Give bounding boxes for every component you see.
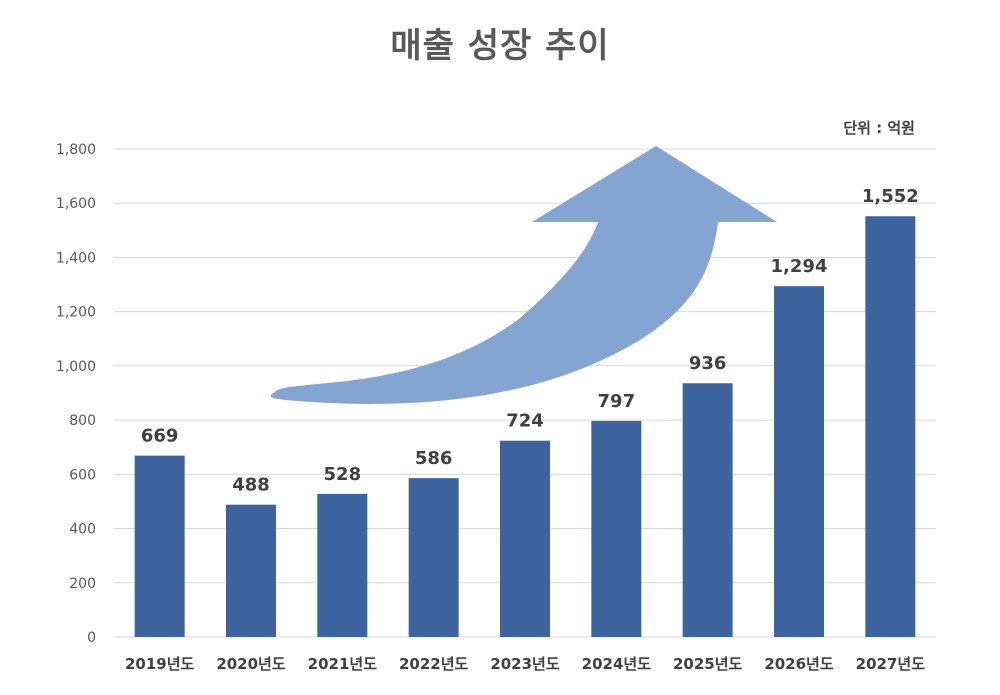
bar: [591, 420, 642, 637]
unit-label: 단위 : 억원: [843, 119, 915, 137]
x-tick-label: 2025년도: [673, 655, 743, 673]
x-tick-label: 2024년도: [582, 655, 652, 673]
bar: [408, 478, 459, 637]
data-label: 669: [141, 426, 179, 447]
y-tick-label: 1,800: [56, 142, 96, 158]
bar: [500, 440, 550, 637]
y-tick-label: 1,400: [56, 250, 96, 266]
y-tick-label: 1,000: [56, 359, 96, 375]
growth-arrow-icon: [270, 146, 777, 404]
data-label: 1,294: [771, 256, 828, 277]
data-label: 724: [506, 411, 544, 432]
data-label: 936: [689, 353, 727, 374]
y-tick-label: 0: [87, 630, 96, 646]
y-tick-label: 800: [69, 413, 96, 429]
x-tick-label: 2022년도: [399, 655, 469, 673]
x-tick-label: 2021년도: [308, 655, 378, 673]
x-tick-label: 2023년도: [490, 655, 560, 673]
bar: [865, 216, 916, 638]
bar: [134, 455, 185, 637]
data-label: 797: [598, 391, 636, 412]
chart-title: 매출 성장 추이: [390, 26, 610, 66]
x-tick-label: 2019년도: [125, 655, 195, 673]
bar: [317, 493, 368, 637]
bar: [226, 504, 276, 637]
bars: [134, 216, 916, 638]
bar: [774, 286, 824, 637]
data-labels: 669 488 528 586 724 797 936 1,294 1,552: [141, 186, 919, 495]
y-tick-label: 1,600: [56, 196, 96, 212]
x-tick-label: 2026년도: [764, 655, 834, 673]
x-axis-ticks: 2019년도 2020년도 2021년도 2022년도 2023년도 2024년도 2025…: [125, 655, 925, 673]
bar: [682, 383, 733, 637]
y-tick-label: 200: [69, 576, 96, 592]
y-tick-label: 600: [69, 467, 96, 483]
data-label: 488: [232, 475, 270, 496]
y-tick-label: 1,200: [56, 305, 96, 321]
data-label: 1,552: [862, 186, 919, 207]
y-tick-label: 400: [69, 522, 96, 538]
x-tick-label: 2020년도: [216, 655, 286, 673]
x-tick-label: 2027년도: [856, 655, 926, 673]
data-label: 586: [415, 448, 453, 469]
data-label: 528: [324, 464, 362, 485]
y-axis-ticks: 0 200 400 600 800 1,000 1,200 1,400 1,600 1,800: [56, 142, 96, 646]
